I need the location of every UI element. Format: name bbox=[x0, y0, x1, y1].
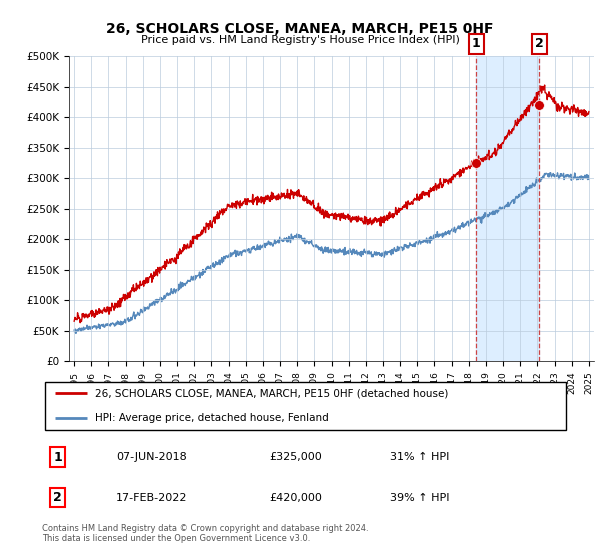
Text: Price paid vs. HM Land Registry's House Price Index (HPI): Price paid vs. HM Land Registry's House … bbox=[140, 35, 460, 45]
Text: £420,000: £420,000 bbox=[269, 493, 322, 503]
Text: 31% ↑ HPI: 31% ↑ HPI bbox=[391, 452, 450, 462]
Text: Contains HM Land Registry data © Crown copyright and database right 2024.
This d: Contains HM Land Registry data © Crown c… bbox=[42, 524, 368, 543]
Text: 39% ↑ HPI: 39% ↑ HPI bbox=[391, 493, 450, 503]
Text: 1: 1 bbox=[472, 38, 481, 50]
Text: HPI: Average price, detached house, Fenland: HPI: Average price, detached house, Fenl… bbox=[95, 413, 329, 423]
Text: 2: 2 bbox=[535, 38, 544, 50]
Text: 26, SCHOLARS CLOSE, MANEA, MARCH, PE15 0HF (detached house): 26, SCHOLARS CLOSE, MANEA, MARCH, PE15 0… bbox=[95, 389, 448, 399]
FancyBboxPatch shape bbox=[44, 382, 566, 430]
Text: £325,000: £325,000 bbox=[269, 452, 322, 462]
Text: 07-JUN-2018: 07-JUN-2018 bbox=[116, 452, 187, 462]
Text: 2: 2 bbox=[53, 491, 62, 504]
Text: 26, SCHOLARS CLOSE, MANEA, MARCH, PE15 0HF: 26, SCHOLARS CLOSE, MANEA, MARCH, PE15 0… bbox=[106, 22, 494, 36]
Text: 1: 1 bbox=[53, 451, 62, 464]
Bar bbox=[476, 56, 539, 361]
Text: 17-FEB-2022: 17-FEB-2022 bbox=[116, 493, 187, 503]
